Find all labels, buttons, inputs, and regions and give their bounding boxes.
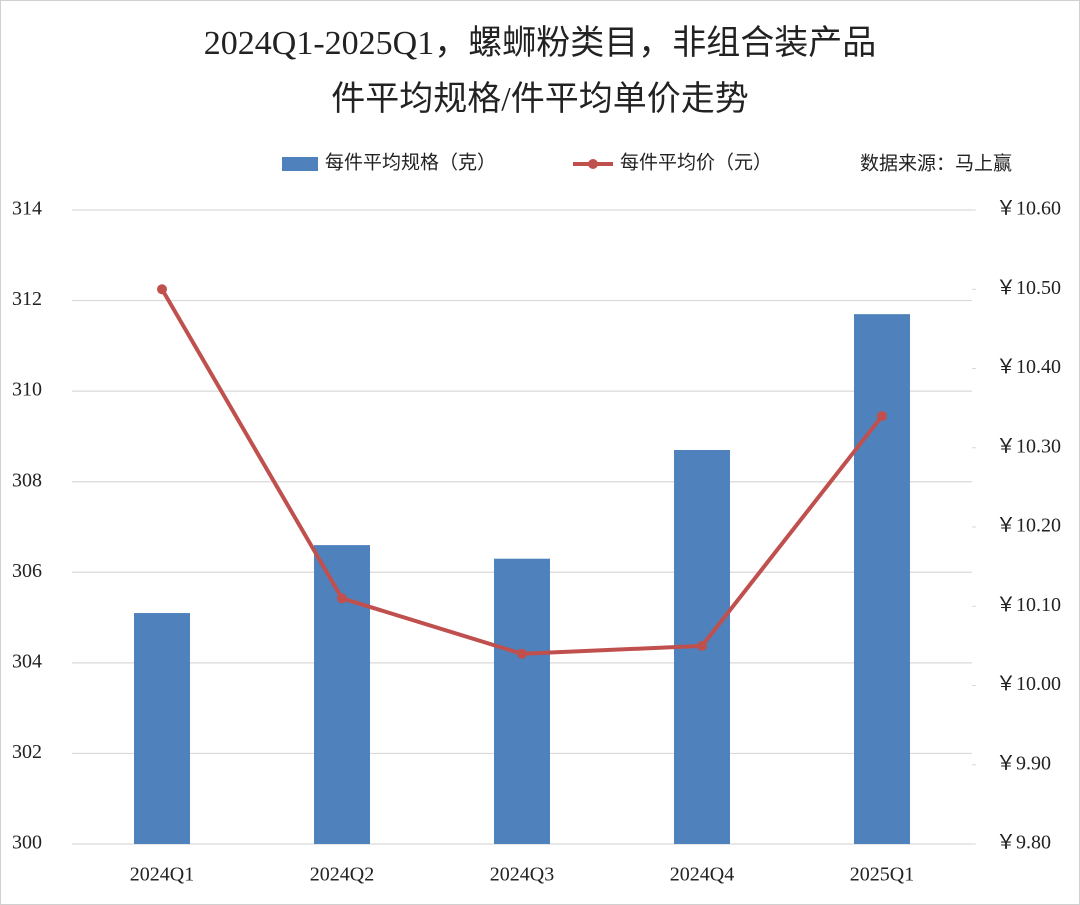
line-marker <box>697 640 707 651</box>
legend-swatch <box>282 157 318 171</box>
chart-title: 2024Q1-2025Q1，螺蛳粉类目，非组合装产品 <box>204 24 876 62</box>
legend-label: 每件平均规格（克） <box>325 151 496 173</box>
y2-tick-label: ￥10.50 <box>996 277 1061 299</box>
y-tick-label: 306 <box>12 560 42 582</box>
bar <box>314 545 370 844</box>
y-tick-label: 312 <box>12 288 42 310</box>
y2-tick-label: ￥10.00 <box>996 673 1061 695</box>
bar <box>494 558 550 844</box>
y-tick-label: 304 <box>12 650 42 672</box>
x-tick-label: 2024Q1 <box>130 864 194 886</box>
y-tick-label: 308 <box>12 469 42 491</box>
y-tick-label: 302 <box>12 741 42 763</box>
y2-tick-label: ￥10.40 <box>996 356 1061 378</box>
x-tick-label: 2024Q3 <box>490 864 554 886</box>
line-marker <box>337 593 347 604</box>
y2-tick-label: ￥10.30 <box>996 435 1061 457</box>
y2-tick-label: ￥9.90 <box>996 752 1051 774</box>
x-tick-label: 2024Q4 <box>670 864 734 886</box>
bar <box>134 613 190 844</box>
bar <box>854 314 910 845</box>
line-marker <box>877 411 887 422</box>
line-marker <box>517 648 527 659</box>
x-tick-label: 2025Q1 <box>850 864 914 886</box>
line-marker <box>157 284 167 295</box>
legend-label: 每件平均价（元） <box>620 151 772 173</box>
chart-title: 件平均规格/件平均单价走势 <box>331 80 748 118</box>
y-tick-label: 300 <box>12 832 42 854</box>
legend-marker <box>588 159 598 169</box>
y-tick-label: 314 <box>12 198 42 220</box>
y-tick-label: 310 <box>12 379 42 401</box>
y2-tick-label: ￥10.60 <box>996 198 1061 220</box>
x-tick-label: 2024Q2 <box>310 864 374 886</box>
y2-tick-label: ￥9.80 <box>996 832 1051 854</box>
y2-tick-label: ￥10.10 <box>996 594 1061 616</box>
y2-tick-label: ￥10.20 <box>996 515 1061 537</box>
source-note: 数据来源：马上赢 <box>860 152 1012 174</box>
